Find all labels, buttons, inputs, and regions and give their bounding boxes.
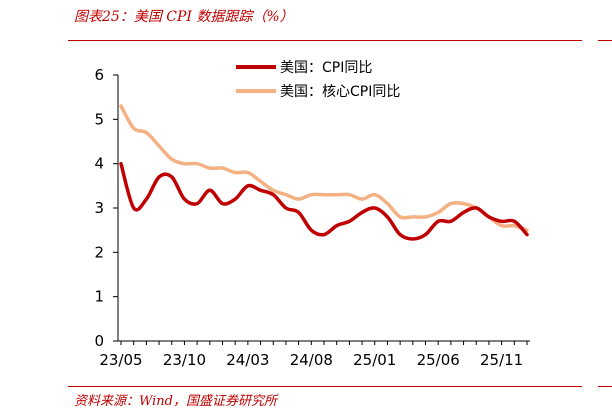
core-cpi-yoy-line <box>119 104 529 232</box>
x-tick-label: 24/08 <box>290 351 333 369</box>
y-tick-label: 0 <box>94 332 104 350</box>
y-tick-label: 6 <box>94 66 104 84</box>
y-tick-label: 1 <box>94 288 104 306</box>
y-tick-label: 5 <box>94 110 104 128</box>
top-divider-right <box>598 40 612 41</box>
bottom-divider-right <box>598 386 612 387</box>
legend-label-cpi: 美国：CPI同比 <box>280 60 372 76</box>
x-tick-label: 25/11 <box>480 351 523 369</box>
y-tick-label: 2 <box>94 243 104 261</box>
x-tick-label: 23/10 <box>163 351 206 369</box>
cpi-yoy-line <box>119 161 529 241</box>
x-tick-label: 23/05 <box>99 351 142 369</box>
x-tick-label: 24/03 <box>226 351 269 369</box>
legend-label-core-cpi: 美国：核心CPI同比 <box>280 84 400 100</box>
bottom-divider <box>68 386 582 387</box>
x-tick-label: 25/06 <box>417 351 460 369</box>
y-tick-label: 3 <box>94 199 104 217</box>
x-tick-label: 25/01 <box>353 351 396 369</box>
figure-source: 资料来源：Wind，国盛证券研究所 <box>74 394 277 409</box>
top-divider <box>68 40 582 41</box>
figure-title: 图表25：美国 CPI 数据跟踪（%） <box>74 9 294 25</box>
y-tick-label: 4 <box>94 155 104 173</box>
